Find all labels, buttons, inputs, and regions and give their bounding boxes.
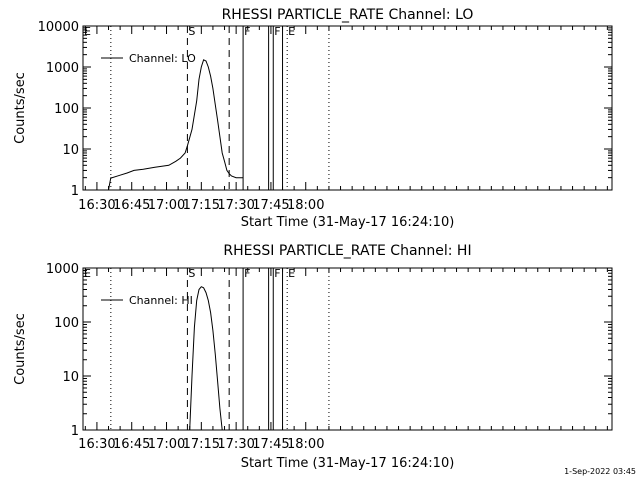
chart-title: RHESSI PARTICLE_RATE Channel: LO <box>222 7 474 23</box>
x-axis-label: Start Time (31-May-17 16:24:10) <box>241 215 455 230</box>
x-axis-label: Start Time (31-May-17 16:24:10) <box>241 456 455 471</box>
series-line <box>108 59 244 191</box>
x-tick-label: 17:30 <box>217 437 254 452</box>
legend-label: Channel: HI <box>129 294 193 307</box>
event-marker-label: F <box>244 267 250 280</box>
y-tick-label: 100 <box>54 316 79 331</box>
x-tick-label: 16:30 <box>78 198 115 213</box>
y-tick-label: 100 <box>54 102 79 117</box>
x-tick-label: 16:30 <box>78 437 115 452</box>
y-tick-label: 1000 <box>46 61 79 76</box>
y-tick-label: 1 <box>71 184 79 199</box>
event-marker-label: F <box>274 267 280 280</box>
legend-label: Channel: LO <box>129 52 196 65</box>
y-axis-label: Counts/sec <box>13 313 28 385</box>
x-tick-label: 17:45 <box>252 437 289 452</box>
x-tick-label: 17:45 <box>252 198 289 213</box>
y-tick-label: 10 <box>62 143 79 158</box>
x-tick-label: 17:15 <box>183 437 220 452</box>
generation-timestamp: 1-Sep-2022 03:45 <box>564 467 636 476</box>
event-marker-label: F <box>244 25 250 38</box>
y-tick-label: 1 <box>71 424 79 439</box>
event-marker-label: E <box>288 25 295 38</box>
chart-title: RHESSI PARTICLE_RATE Channel: HI <box>223 243 471 259</box>
x-tick-label: 18:00 <box>287 437 324 452</box>
chart-panel-1: RHESSI PARTICLE_RATE Channel: LO 16:3016:… <box>13 7 613 230</box>
y-tick-label: 10000 <box>38 20 79 35</box>
event-marker-label: F <box>274 25 280 38</box>
y-tick-label: 10 <box>62 370 79 385</box>
x-tick-label: 17:00 <box>148 198 185 213</box>
event-marker-label: E <box>288 267 295 280</box>
series-line <box>189 286 223 431</box>
x-tick-label: 16:45 <box>113 198 150 213</box>
chart-panel-2: RHESSI PARTICLE_RATE Channel: HI 16:3016:… <box>13 243 613 471</box>
event-marker-label: S <box>188 267 195 280</box>
event-marker-label: E <box>84 267 91 280</box>
x-tick-label: 17:15 <box>183 198 220 213</box>
y-tick-label: 1000 <box>46 262 79 277</box>
x-tick-label: 17:00 <box>148 437 185 452</box>
y-axis-label: Counts/sec <box>13 72 28 144</box>
event-marker-label: E <box>84 25 91 38</box>
event-marker-label: S <box>188 25 195 38</box>
x-tick-label: 17:30 <box>217 198 254 213</box>
x-tick-label: 18:00 <box>287 198 324 213</box>
x-tick-label: 16:45 <box>113 437 150 452</box>
